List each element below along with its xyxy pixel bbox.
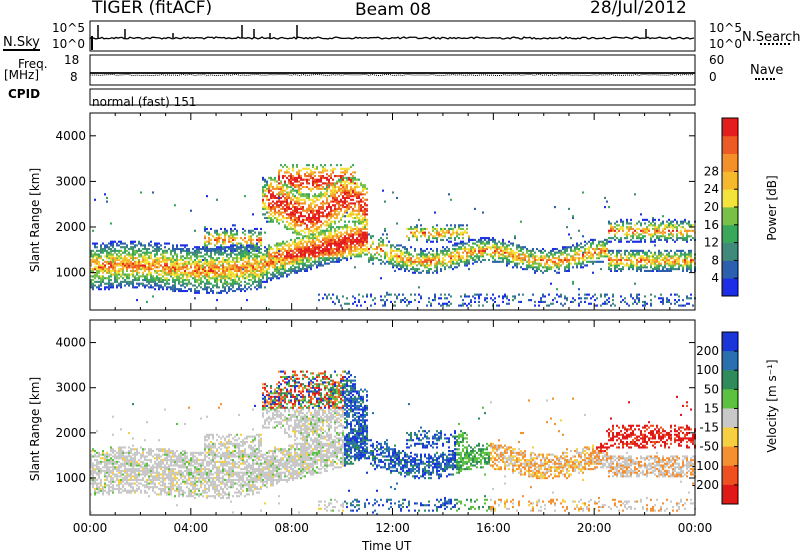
time-tick-label: 00:00: [73, 521, 108, 535]
time-tick-label: 00:00: [678, 521, 713, 535]
velocity-colorbar-tick-label: 100: [696, 363, 719, 377]
velocity-echo-field: [90, 370, 696, 516]
nsky-label: N.Sky: [3, 35, 40, 51]
freq-unit: [MHz]: [4, 68, 40, 82]
power-colorbar-swatch: [722, 260, 738, 279]
freq-tick-top: 18: [64, 53, 80, 67]
nave-tick-bottom: 0: [709, 70, 717, 84]
nave-dots: [755, 77, 775, 80]
velocity-colorbar-tick-label: -50: [699, 440, 719, 454]
velocity-ytick-label: 2000: [55, 426, 86, 440]
power-colorbar-swatch: [722, 278, 738, 297]
power-colorbar-tick-label: 12: [704, 236, 719, 250]
velocity-ytick-label: 1000: [55, 471, 86, 485]
velocity-colorbar-tick-label: 15: [704, 401, 719, 415]
velocity-ytick-label: 3000: [55, 381, 86, 395]
power-colorbar-tick-label: 8: [711, 253, 719, 267]
date-label: 28/Jul/2012: [590, 0, 687, 18]
velocity-colorbar-tick-label: -15: [699, 421, 719, 435]
time-axis-label: Time UT: [362, 539, 412, 553]
power-echo-field: [90, 164, 696, 311]
freq-tick-bottom: 8: [70, 70, 78, 84]
power-colorbar-swatch: [722, 171, 738, 190]
power-colorbar-swatch: [722, 207, 738, 226]
velocity-colorbar-swatch: [722, 408, 738, 428]
nsearch-label: N.Search: [742, 30, 800, 45]
counts-strip-frame: [89, 20, 696, 52]
power-colorbar-tick-label: 24: [704, 182, 719, 196]
count-tick-top-left: 10^5: [52, 21, 85, 35]
velocity-colorbar-swatch: [722, 351, 738, 371]
power-colorbar-tick-label: 16: [704, 218, 719, 232]
cpid-label: CPID: [8, 87, 41, 101]
velocity-colorbar-tick-label: 50: [704, 382, 719, 396]
radar-title: TIGER (fitACF): [92, 0, 213, 18]
nave-trace: [89, 73, 694, 77]
velocity-colorbar-tick-label: -200: [692, 478, 719, 492]
power-ytick-label: 1000: [55, 266, 86, 280]
nave-label: Nave: [750, 63, 784, 78]
power-ytick-label: 2000: [55, 220, 86, 234]
power-colorbar-swatch: [722, 189, 738, 208]
time-tick-label: 04:00: [174, 521, 209, 535]
freq-strip-frame: [89, 54, 696, 86]
time-tick-label: 20:00: [577, 521, 612, 535]
power-colorbar-swatch: [722, 242, 738, 261]
cpid-strip-frame: [89, 88, 696, 106]
power-colorbar-swatch: [722, 135, 738, 154]
power-panel-bg: [90, 113, 695, 310]
power-colorbar-tick-label: 28: [704, 164, 719, 178]
velocity-ytick-label: 4000: [55, 336, 86, 350]
time-tick-label: 16:00: [476, 521, 511, 535]
velocity-panel-bg: [90, 320, 695, 515]
velocity-colorbar-tick-label: -100: [692, 459, 719, 473]
power-ytick-label: 4000: [55, 129, 86, 143]
power-ytick-label: 3000: [55, 174, 86, 188]
count-tick-bottom-left: 10^0: [52, 37, 85, 51]
velocity-colorbar-tick-label: 200: [696, 344, 719, 358]
time-tick-label: 12:00: [375, 521, 410, 535]
velocity-colorbar-swatch: [722, 465, 738, 486]
power-colorbar-swatch: [722, 224, 738, 243]
power-colorbar-swatch: [722, 118, 738, 137]
power-colorbar-tick-label: 4: [711, 271, 719, 285]
velocity-colorbar-frame: [721, 331, 739, 505]
velocity-colorbar-swatch: [722, 427, 738, 448]
count-tick-bottom-right: 10^0: [709, 37, 742, 51]
beam-label: Beam 08: [355, 0, 432, 20]
time-tick-label: 08:00: [274, 521, 309, 535]
power-colorbar-tick-label: 20: [704, 200, 719, 214]
velocity-colorbar-swatch: [722, 446, 738, 467]
count-tick-top-right: 10^5: [709, 21, 742, 35]
nsearch-dots: [760, 42, 790, 45]
nave-tick-top: 60: [709, 53, 725, 67]
velocity-colorbar-swatch: [722, 370, 738, 390]
freq-label: Freq.: [18, 57, 48, 71]
velocity-colorbar-swatch: [722, 332, 738, 352]
velocity-colorbar-swatch: [722, 389, 738, 409]
velocity-colorbar-swatch: [722, 484, 738, 505]
nsky-trace: [89, 36, 695, 40]
power-colorbar-swatch: [722, 153, 738, 172]
